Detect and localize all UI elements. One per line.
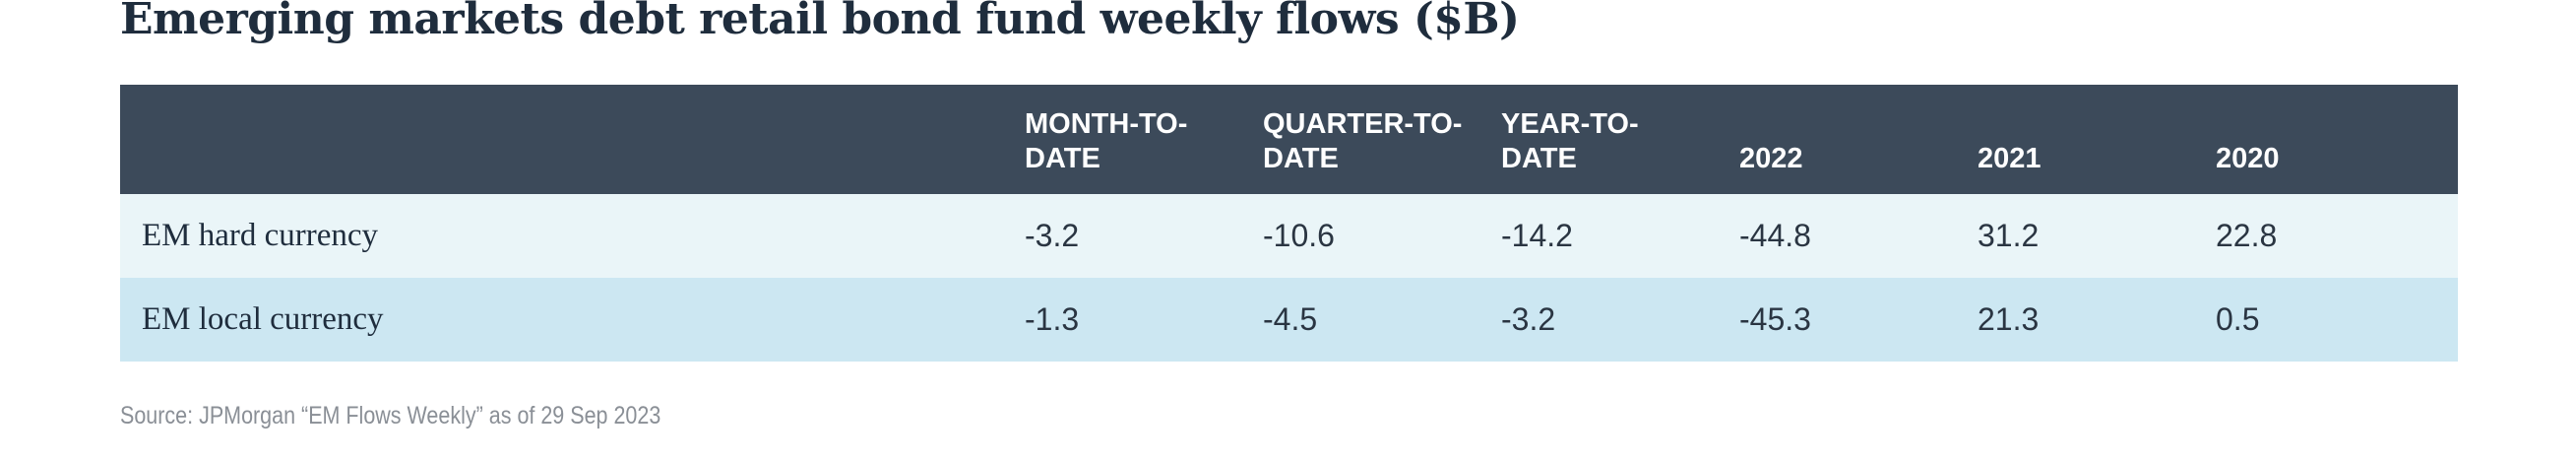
column-header-text: YEAR-TO-: [1501, 108, 1639, 140]
header-blank-cell: [120, 85, 1025, 194]
value-cell: -14.2: [1501, 218, 1573, 253]
value-cell: 21.3: [1978, 301, 2040, 337]
source-note: Source: JPMorgan “EM Flows Weekly” as of…: [120, 402, 661, 429]
column-header: QUARTER-TO- DATE: [1263, 85, 1501, 194]
row-label: EM hard currency: [142, 218, 379, 253]
column-header: 2021: [1978, 85, 2216, 194]
value-cell: -44.8: [1739, 218, 1811, 253]
table-row: EM local currency -1.3 -4.5 -3.2 -45.3 21.3 0.…: [120, 278, 2458, 362]
chart-title: Emerging markets debt retail bond fund w…: [120, 0, 1520, 44]
column-header: 2020: [2216, 85, 2458, 194]
value-cell: -3.2: [1025, 218, 1080, 253]
value-cell: -1.3: [1025, 301, 1080, 337]
column-header-text: 2022: [1739, 143, 1803, 174]
column-header-text: QUARTER-TO-: [1263, 108, 1463, 140]
row-label: EM local currency: [142, 301, 384, 337]
column-header: 2022: [1739, 85, 1978, 194]
value-cell: -10.6: [1263, 218, 1335, 253]
table-body: EM hard currency -3.2 -10.6 -14.2 -44.8 31.2 2…: [120, 194, 2458, 362]
column-header-text: MONTH-TO-: [1025, 108, 1188, 140]
column-header-text: DATE: [1501, 143, 1577, 174]
value-cell: -4.5: [1263, 301, 1318, 337]
column-header-text: DATE: [1263, 143, 1339, 174]
value-cell: -3.2: [1501, 301, 1556, 337]
value-cell: 22.8: [2216, 218, 2278, 253]
column-header-text: 2020: [2216, 143, 2280, 174]
table-row: EM hard currency -3.2 -10.6 -14.2 -44.8 31.2 2…: [120, 194, 2458, 278]
column-header-text: 2021: [1978, 143, 2042, 174]
value-cell: 31.2: [1978, 218, 2040, 253]
value-cell: -45.3: [1739, 301, 1811, 337]
value-cell: 0.5: [2216, 301, 2260, 337]
flows-table: MONTH-TO- DATE QUARTER-TO- DATE YEAR-TO- DATE…: [120, 85, 2458, 362]
table-header-row: MONTH-TO- DATE QUARTER-TO- DATE YEAR-TO- DATE…: [120, 85, 2458, 194]
column-header: YEAR-TO- DATE: [1501, 85, 1739, 194]
column-header: MONTH-TO- DATE: [1025, 85, 1263, 194]
column-header-text: DATE: [1025, 143, 1100, 174]
